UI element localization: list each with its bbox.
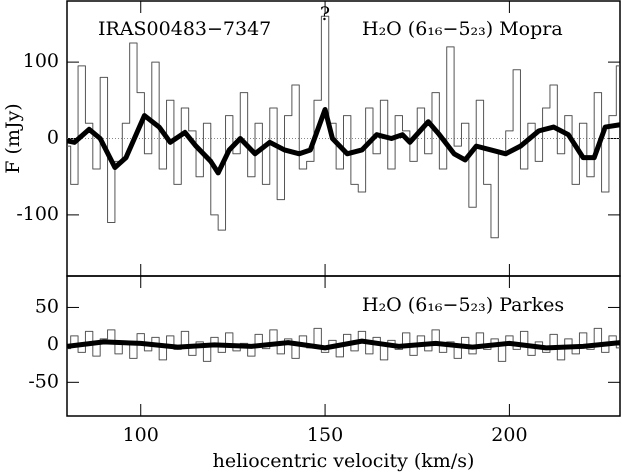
x-tick-label: 150 — [307, 424, 343, 446]
annotation: IRAS00483−7347 — [98, 18, 271, 40]
smoothed-line — [66, 338, 621, 351]
y-tick-label: 0 — [47, 127, 59, 149]
channel-histogram — [67, 15, 620, 239]
smoothed-line — [66, 106, 621, 176]
y-axis-label: F (mJy) — [2, 103, 24, 173]
y-tick-label: 50 — [35, 295, 59, 317]
annotation: H₂O (6₁₆−5₂₃) Parkes — [362, 294, 564, 316]
y-tick-label: 100 — [23, 50, 59, 72]
y-tick-label: -50 — [28, 370, 59, 392]
annotation: H₂O (6₁₆−5₂₃) Mopra — [362, 18, 563, 40]
x-tick-label: 200 — [491, 424, 527, 446]
x-tick-label: 100 — [123, 424, 159, 446]
annotation: ? — [320, 3, 330, 25]
y-tick-label: -100 — [16, 203, 59, 225]
x-axis-label: heliocentric velocity (km/s) — [213, 450, 475, 472]
y-tick-label: 0 — [47, 333, 59, 355]
